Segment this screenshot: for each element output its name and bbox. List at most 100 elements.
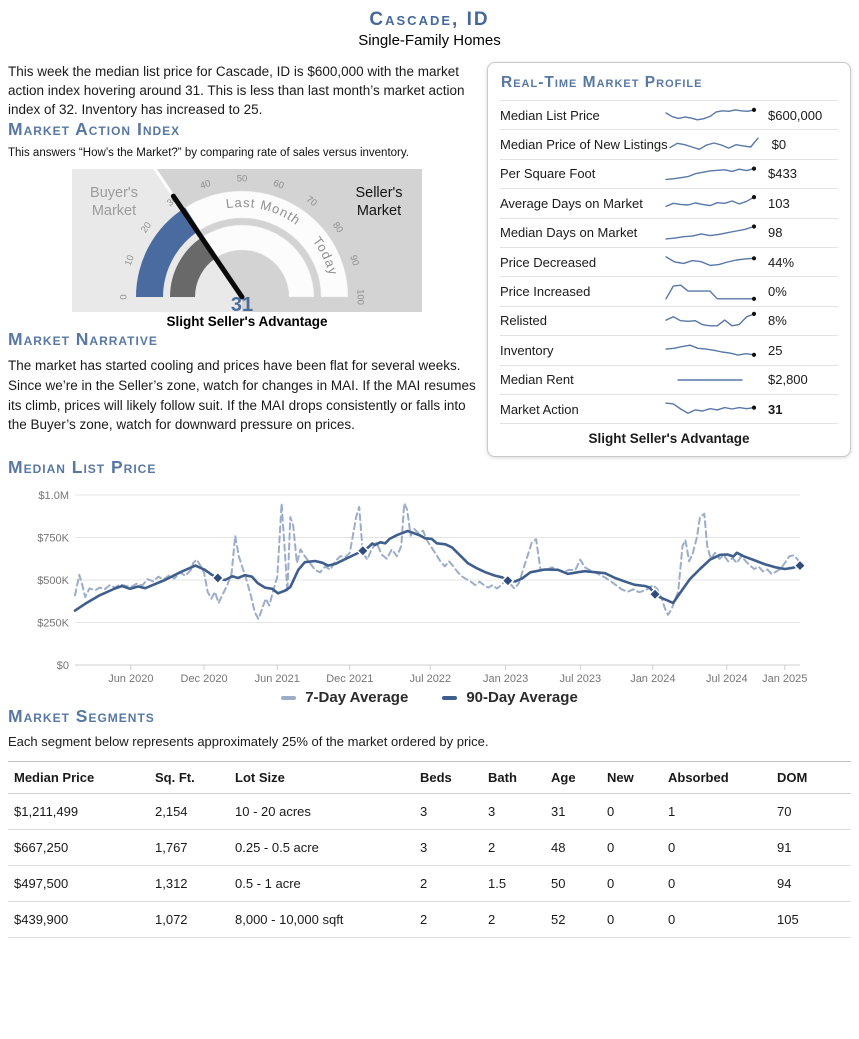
gauge-tick-label: 20	[139, 221, 154, 236]
table-cell: 2	[482, 901, 545, 939]
table-cell: 52	[545, 901, 601, 939]
profile-row: Inventory 25	[500, 335, 838, 364]
y-axis-label: $500K	[37, 575, 69, 587]
report-page: Cascade, ID Single-Family Homes This wee…	[0, 9, 859, 939]
market-narrative-text: The market has started cooling and price…	[8, 358, 476, 433]
profile-row-label: Median Days on Market	[500, 225, 638, 241]
top-region: This week the median list price for Casc…	[8, 62, 851, 458]
table-cell: 91	[771, 829, 851, 867]
table-cell: 0	[601, 865, 662, 903]
page-subtitle: Single-Family Homes	[358, 32, 501, 49]
real-time-market-profile-panel: Real-Time Market Profile Median List Pri…	[487, 62, 851, 458]
segments-column-header: Absorbed	[662, 761, 771, 795]
table-row: $439,900 1,072 8,000 - 10,000 sqft 2 2 52 0 0 10…	[8, 901, 851, 939]
x-axis-label: Jul 2024	[706, 673, 748, 685]
seven-day-series	[74, 502, 801, 621]
buyers-market-label: Buyer's	[90, 185, 138, 201]
y-axis-label: $0	[57, 660, 69, 672]
x-axis-label: Dec 2020	[181, 673, 228, 685]
sparkline	[677, 379, 743, 381]
profile-row-value: 44%	[768, 254, 795, 270]
table-cell: 2,154	[149, 793, 229, 831]
x-axis-label: Jun 2021	[255, 673, 300, 685]
profile-row-value: 98	[768, 225, 783, 241]
market-segments-table: Median Price Sq. Ft. Lot Size Beds Bath Age Ne…	[8, 761, 851, 939]
segments-column-header: New	[601, 761, 662, 795]
ninety-day-series	[73, 529, 802, 613]
y-axis-label: $750K	[37, 533, 69, 545]
sparkline	[665, 195, 756, 208]
profile-row: Median Rent $2,800	[500, 364, 838, 394]
table-cell: 2	[482, 829, 545, 867]
table-cell: 31	[545, 793, 601, 831]
table-cell: 3	[482, 793, 545, 831]
sellers-market-label: Market	[357, 203, 401, 219]
table-cell: 2	[414, 865, 482, 903]
profile-heading: Real-Time Market Profile	[501, 74, 703, 91]
market-narrative-heading: Market Narrative	[8, 329, 158, 350]
segments-column-header: Median Price	[8, 761, 149, 795]
profile-row: Median List Price $600,000	[500, 100, 838, 129]
table-cell: 0	[662, 865, 771, 903]
chart-legend: 7-Day Average 90-Day Average	[8, 689, 851, 706]
profile-row-label: Price Increased	[500, 284, 591, 300]
table-cell: 0.5 - 1 acre	[229, 865, 414, 903]
y-axis-label: $250K	[37, 618, 69, 630]
profile-row-value: $433	[768, 166, 797, 182]
profile-row-label: Average Days on Market	[500, 195, 643, 211]
profile-row-value: 25	[768, 342, 783, 358]
segments-column-header: Sq. Ft.	[149, 761, 229, 795]
market-action-gauge: Last Month Today 0 10 20 30 40 50 60 70 80 90 100 Buy…	[72, 169, 422, 329]
median-list-price-heading: Median List Price	[8, 457, 157, 478]
profile-row: Relisted 8%	[500, 305, 838, 335]
profile-row: Average Days on Market 103	[500, 188, 838, 217]
table-cell: $439,900	[8, 901, 149, 939]
year-marker-diamond	[211, 571, 225, 585]
x-axis-label: Jul 2023	[560, 673, 602, 685]
y-axis-label: $1.0M	[38, 490, 69, 502]
left-column: This week the median list price for Casc…	[8, 62, 482, 435]
profile-row-label: Median List Price	[500, 107, 600, 123]
profile-row-value: 0%	[768, 284, 787, 300]
gauge-tick-label: 90	[347, 254, 361, 267]
table-cell: 1,072	[149, 901, 229, 939]
table-cell: $497,500	[8, 865, 149, 903]
gauge-tick-label: 70	[304, 194, 319, 209]
legend-label: 7-Day Average	[305, 689, 409, 707]
table-cell: 1.5	[482, 865, 545, 903]
legend-item: 90-Day Average	[442, 689, 578, 706]
sparkline	[665, 107, 756, 121]
profile-row-label: Median Rent	[500, 372, 574, 388]
intro-paragraph: This week the median list price for Casc…	[8, 64, 465, 118]
table-row: $667,250 1,767 0.25 - 0.5 acre 3 2 48 0 0 91	[8, 829, 851, 867]
profile-footer: Slight Seller's Advantage	[500, 423, 838, 452]
sparkline	[665, 311, 756, 327]
gauge-tick-label: 60	[272, 178, 285, 192]
table-cell: 0.25 - 0.5 acre	[229, 829, 414, 867]
profile-row-label: Median Price of New Listings	[500, 137, 668, 153]
right-column: Real-Time Market Profile Median List Pri…	[487, 62, 851, 458]
table-cell: 0	[662, 829, 771, 867]
market-action-index-subtext: This answers “How’s the Market?” by comp…	[8, 147, 409, 160]
table-cell: 10 - 20 acres	[229, 793, 414, 831]
profile-row: Per Square Foot $433	[500, 158, 838, 188]
table-cell: 3	[414, 829, 482, 867]
segments-column-header: Lot Size	[229, 761, 414, 795]
table-cell: 0	[601, 829, 662, 867]
market-segments-subtext: Each segment below represents approximat…	[8, 734, 489, 750]
x-axis-label: Dec 2021	[326, 673, 373, 685]
profile-rows: Median List Price $600,000 Median Price of…	[500, 100, 838, 423]
segments-column-header: Age	[545, 761, 601, 795]
gauge-tick-label: 40	[199, 178, 212, 192]
segments-column-header: DOM	[771, 761, 851, 795]
legend-dash-icon	[442, 695, 458, 700]
profile-row-value: 103	[768, 195, 790, 211]
market-segments-heading: Market Segments	[8, 706, 155, 727]
table-cell: $667,250	[8, 829, 149, 867]
gauge-needle	[170, 194, 245, 300]
profile-row-label: Inventory	[500, 342, 554, 358]
table-cell: 2	[414, 901, 482, 939]
year-marker-diamond	[648, 588, 662, 602]
profile-row: Median Days on Market 98	[500, 217, 838, 247]
profile-row-label: Per Square Foot	[500, 166, 596, 182]
